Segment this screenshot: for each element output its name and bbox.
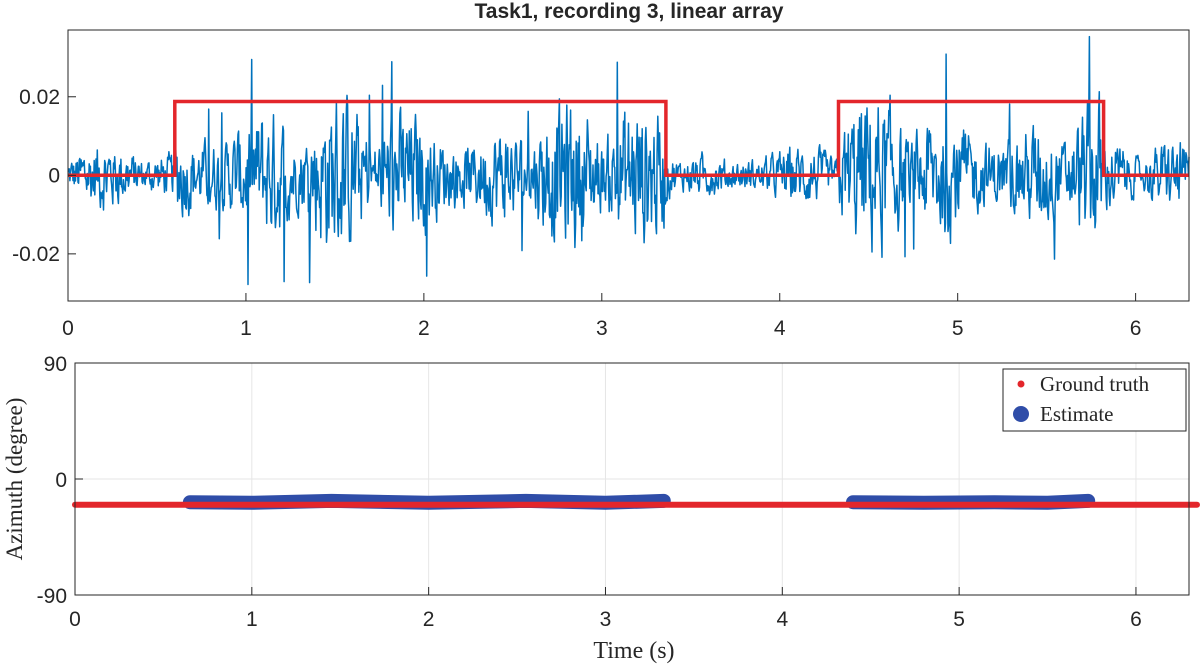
legend: Ground truth Estimate: [1002, 368, 1187, 432]
top-y-tick-label: 0.02: [19, 86, 60, 109]
bottom-y-tick-label: 90: [44, 353, 67, 376]
bottom-x-tick-label: 2: [423, 608, 435, 631]
bottom-x-tick-label: 1: [246, 608, 258, 631]
legend-ground-truth-marker: [1017, 380, 1025, 388]
chart-title: Task1, recording 3, linear array: [475, 0, 784, 23]
bottom-y-tick-label: -90: [37, 585, 67, 608]
bottom-x-tick-label: 3: [600, 608, 612, 631]
x-axis-label: Time (s): [593, 638, 674, 664]
bottom-x-tick-label: 4: [776, 608, 788, 631]
waveform-plot: 0 1 2 3 4 5 6 -0.02 0 0.02: [12, 29, 1190, 340]
top-x-tick-label: 2: [418, 317, 430, 340]
top-y-tick-label: 0: [48, 164, 60, 187]
legend-estimate-label: Estimate: [1040, 402, 1113, 426]
top-x-tick-label: 3: [596, 317, 608, 340]
legend-estimate-marker: [1013, 406, 1029, 422]
bottom-y-tick-label: 0: [55, 469, 67, 492]
legend-ground-truth-label: Ground truth: [1040, 372, 1150, 396]
top-x-tick-label: 6: [1130, 317, 1142, 340]
activity-step-series: [68, 99, 1189, 178]
bottom-x-tick-label: 5: [953, 608, 965, 631]
top-x-axis: 0 1 2 3 4 5 6: [62, 293, 1141, 340]
bottom-y-axis: -90 0 90: [37, 353, 83, 608]
legend-box: [1002, 368, 1187, 432]
top-y-tick-label: -0.02: [12, 243, 60, 266]
top-x-tick-label: 0: [62, 317, 74, 340]
top-x-tick-label: 4: [774, 317, 786, 340]
top-y-axis: -0.02 0 0.02: [12, 86, 76, 266]
waveform-series: [67, 35, 1190, 286]
top-x-tick-label: 1: [240, 317, 252, 340]
bottom-x-axis: 0 1 2 3 4 5 6: [69, 587, 1142, 631]
bottom-x-tick-label: 6: [1130, 608, 1142, 631]
top-x-tick-label: 5: [952, 317, 964, 340]
top-plot-frame: [67, 29, 1190, 302]
y-axis-label: Azimuth (degree): [2, 398, 27, 561]
bottom-x-tick-label: 0: [69, 608, 81, 631]
